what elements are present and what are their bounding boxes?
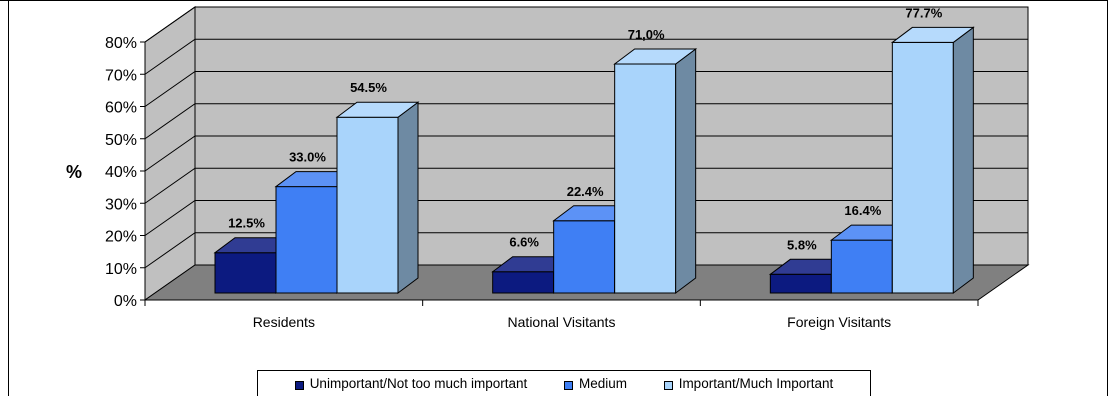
legend-swatch-important [663, 380, 673, 390]
gridline [144, 103, 1028, 140]
bar-front [830, 239, 893, 294]
bar-front [891, 41, 954, 294]
legend-swatch-medium [563, 380, 573, 390]
bar-national-visitants-2 [613, 48, 698, 294]
y-tick-label: 60% [105, 100, 137, 117]
x-tick-label: Residents [253, 314, 315, 330]
data-label: 12.5% [228, 216, 265, 231]
bar-side [675, 48, 697, 294]
gridline [144, 167, 1028, 204]
axes: 0% 10% 20% 30% 40% 50% 60% 70% 80%% Residents Nati… [66, 35, 979, 330]
gridline [144, 200, 1028, 236]
x-tick-label: National Visitants [508, 314, 616, 330]
legend-swatch-unimportant [294, 380, 304, 390]
bar-front [336, 116, 399, 294]
gridline [144, 232, 1028, 269]
bar-front [275, 186, 338, 294]
bar-front [614, 63, 677, 294]
bar-front [553, 220, 616, 294]
bar-side [952, 26, 974, 294]
gridlines [144, 6, 1028, 269]
y-tick-label: 80% [105, 35, 137, 52]
bar-front [492, 271, 555, 294]
bar-side [397, 101, 419, 294]
bar-top [890, 26, 975, 43]
y-axis-label: % [66, 162, 82, 182]
bar-foreign-visitants-2 [890, 26, 975, 294]
data-label: 5.8% [787, 237, 817, 252]
bar-front [214, 252, 277, 294]
y-tick-label: 20% [105, 229, 137, 246]
y-tick-label: 30% [105, 196, 137, 213]
gridline [144, 38, 1028, 75]
data-label: 16.4% [844, 203, 881, 218]
data-label: 6.6% [509, 235, 539, 250]
y-tick-label: 50% [105, 132, 137, 149]
legend-label-medium: Medium [578, 376, 627, 391]
gridline [144, 6, 1028, 43]
data-label: 22.4% [567, 184, 604, 199]
frame-left-border [8, 0, 9, 396]
legend-item-unimportant: Unimportant/Not too much important [294, 376, 528, 391]
x-tick-label: Foreign Visitants [787, 314, 891, 330]
y-tick-label: 10% [105, 261, 137, 278]
bar-residents-2 [335, 101, 420, 294]
y-tick-label: 70% [105, 67, 137, 84]
bars [213, 26, 975, 294]
legend-item-medium: Medium [563, 376, 627, 391]
legend-item-important: Important/Much Important [663, 376, 834, 391]
data-label: 54.5% [350, 80, 387, 95]
bar-top [613, 48, 698, 65]
data-label: 71,0% [628, 27, 665, 42]
gridline [144, 71, 1028, 107]
gridline [144, 135, 1028, 172]
y-tick-label: 0% [114, 293, 137, 310]
legend: Unimportant/Not too much important Mediu… [257, 370, 871, 396]
legend-label-unimportant: Unimportant/Not too much important [309, 376, 528, 391]
labels: 12.5% 33.0% 54.5% 6.6% 22.4% 71,0% 5.8% 16.4% 77… [228, 5, 943, 252]
legend-label-important: Important/Much Important [678, 376, 834, 391]
data-label: 77.7% [905, 5, 942, 20]
bar-top [335, 101, 420, 118]
data-label: 33.0% [289, 150, 326, 165]
y-tick-label: 40% [105, 164, 137, 181]
bar-front [769, 273, 832, 294]
